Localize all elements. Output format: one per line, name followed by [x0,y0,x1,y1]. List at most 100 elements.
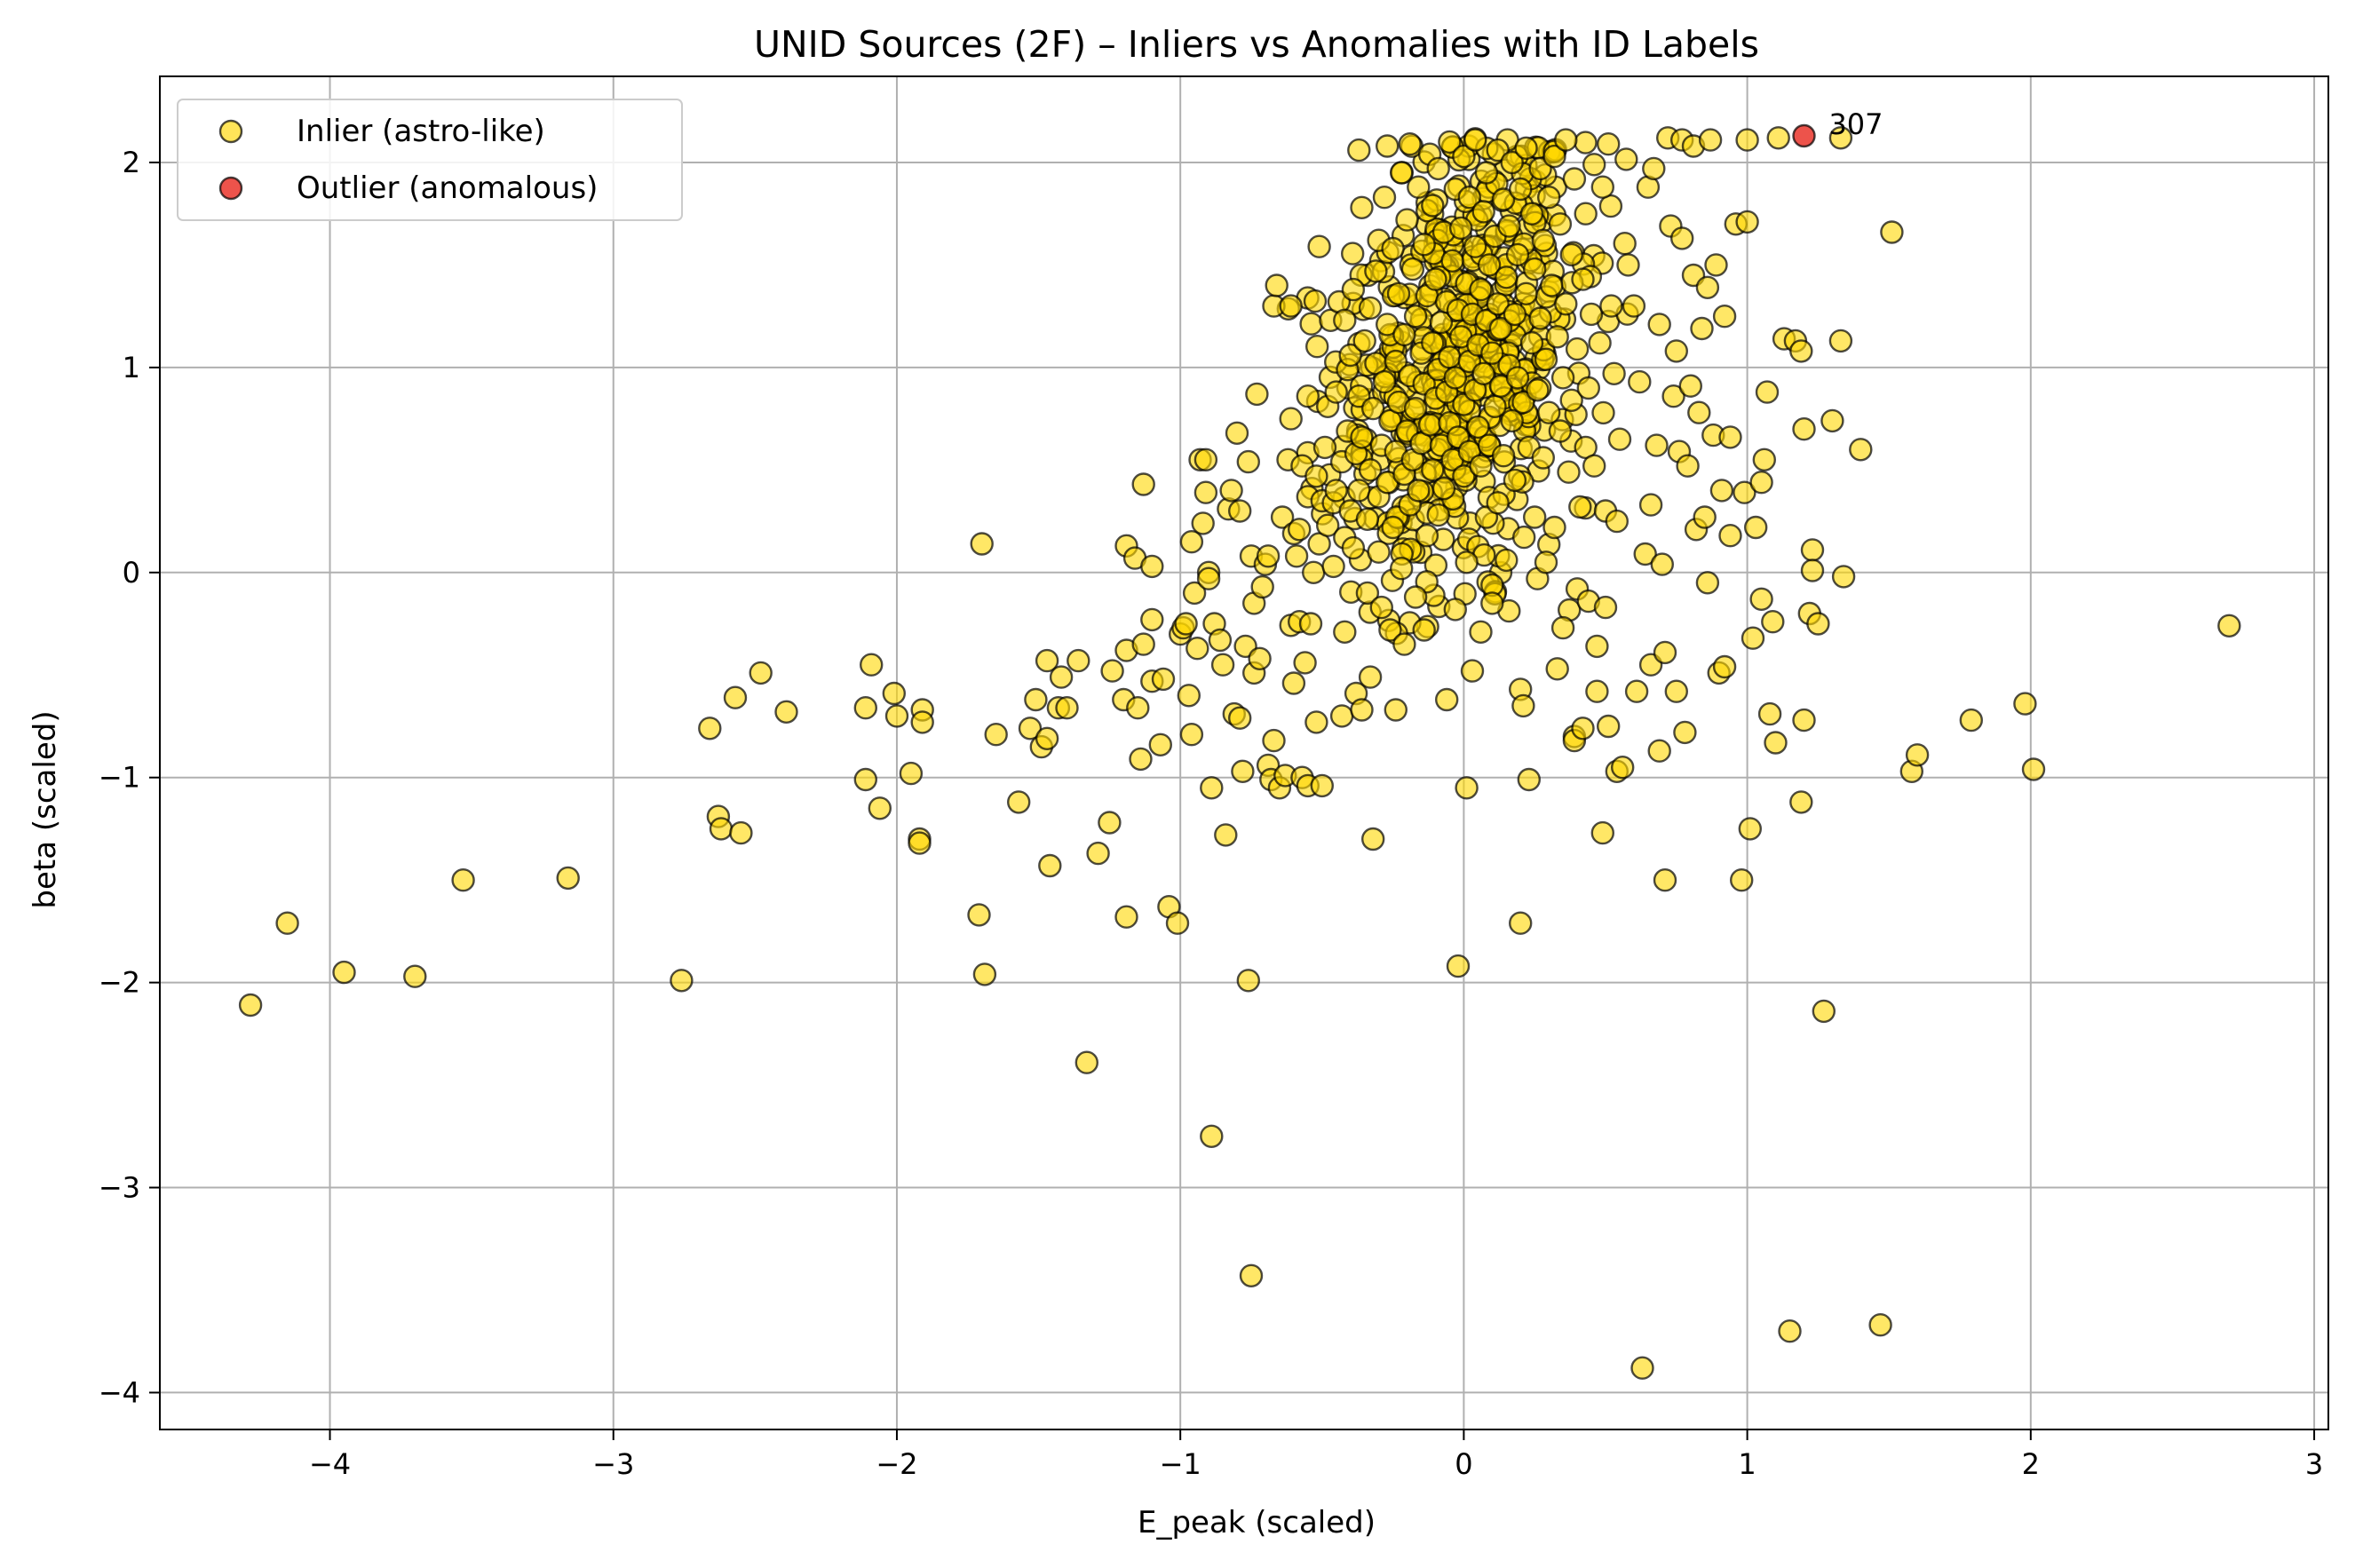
data-point [1140,607,1164,632]
data-point [2013,692,2037,716]
data-point [1315,513,1340,537]
y-tick-label: 0 [123,556,140,590]
data-point [1236,969,1261,993]
data-point [1417,413,1442,437]
data-point [1545,325,1569,349]
data-point [1358,296,1383,321]
data-point [729,820,753,845]
data-point [910,710,934,734]
data-point [1480,341,1504,365]
data-point [1868,1312,1892,1337]
data-point [1542,144,1566,169]
data-point [1423,267,1447,291]
data-point [1466,415,1490,440]
data-point [1743,515,1768,540]
data-point [1511,525,1536,550]
data-point [1360,396,1385,421]
data-point [1880,220,1904,244]
data-point [1542,515,1566,540]
y-tick-label: −3 [99,1171,140,1205]
legend-marker-inlier [218,119,243,144]
data-point [1392,322,1416,347]
data-point [1712,305,1737,329]
data-point [1310,773,1335,798]
data-point [1426,156,1450,181]
data-point [1766,126,1790,150]
data-point [1568,495,1592,519]
data-point [1355,507,1380,531]
data-point [1460,659,1485,683]
data-point [1519,331,1544,355]
data-point [1140,554,1164,579]
data-point [1296,384,1320,408]
data-point [1307,234,1331,258]
data-point [1469,620,1493,644]
data-point [1536,185,1561,210]
data-point [1693,505,1717,529]
data-point [1446,954,1471,978]
data-point [1698,128,1723,152]
data-point [1463,128,1487,152]
data-point [1324,380,1348,404]
legend: Inlier (astro-like) Outlier (anomalous) [177,99,683,221]
y-axis-label: beta (scaled) [28,710,63,908]
inlier-points [238,126,2241,1380]
y-tick-label: −4 [99,1375,140,1409]
data-point [1333,308,1357,332]
data-point [1350,195,1374,220]
data-point [1554,128,1578,152]
data-point [1522,505,1547,529]
data-point [1562,167,1587,191]
data-point [1664,339,1689,363]
data-point [1303,289,1328,313]
data-point [1614,147,1638,171]
data-point [1407,479,1431,503]
data-point [1474,161,1499,185]
data-point [970,532,994,556]
data-point [1673,720,1697,745]
data-point [1610,756,1635,780]
data-point [1086,841,1110,866]
data-point [1293,651,1317,675]
data-point [1182,581,1207,606]
data-point [1828,329,1853,353]
data-point [1495,548,1519,573]
x-tick-label: 3 [2305,1447,2323,1481]
data-point [967,903,991,927]
data-point [1262,728,1286,753]
data-point [853,696,877,720]
legend-marker-outlier [218,176,243,201]
data-point [1452,464,1476,488]
data-point [1038,853,1062,878]
data-point [1369,595,1394,620]
data-point [1582,454,1606,478]
data-point [1545,657,1569,681]
data-point [1480,591,1504,615]
chart-title: UNID Sources (2F) – Inliers vs Anomalies… [754,23,1759,66]
data-point [1491,187,1516,211]
data-point [1151,667,1176,692]
data-point [1789,790,1813,814]
data-point [1407,175,1431,199]
data-point [984,723,1008,747]
data-point [1590,820,1615,845]
data-point [403,964,427,988]
data-point [1503,302,1527,327]
data-point [1225,421,1249,445]
data-point [1590,175,1615,199]
data-point [1279,407,1303,431]
data-point [1789,339,1813,363]
data-point [1576,376,1601,400]
data-point [1471,361,1495,385]
data-point [1375,313,1400,337]
data-point [1477,253,1502,277]
data-point [1378,618,1402,642]
x-axis-ticks: −4 −3 −2 −1 0 1 2 3 [309,1429,2323,1481]
data-point [1574,131,1598,154]
data-point [1849,438,1873,462]
data-point [1469,277,1493,302]
data-point [1338,343,1362,368]
data-point [1574,202,1598,226]
data-point [1526,378,1550,402]
